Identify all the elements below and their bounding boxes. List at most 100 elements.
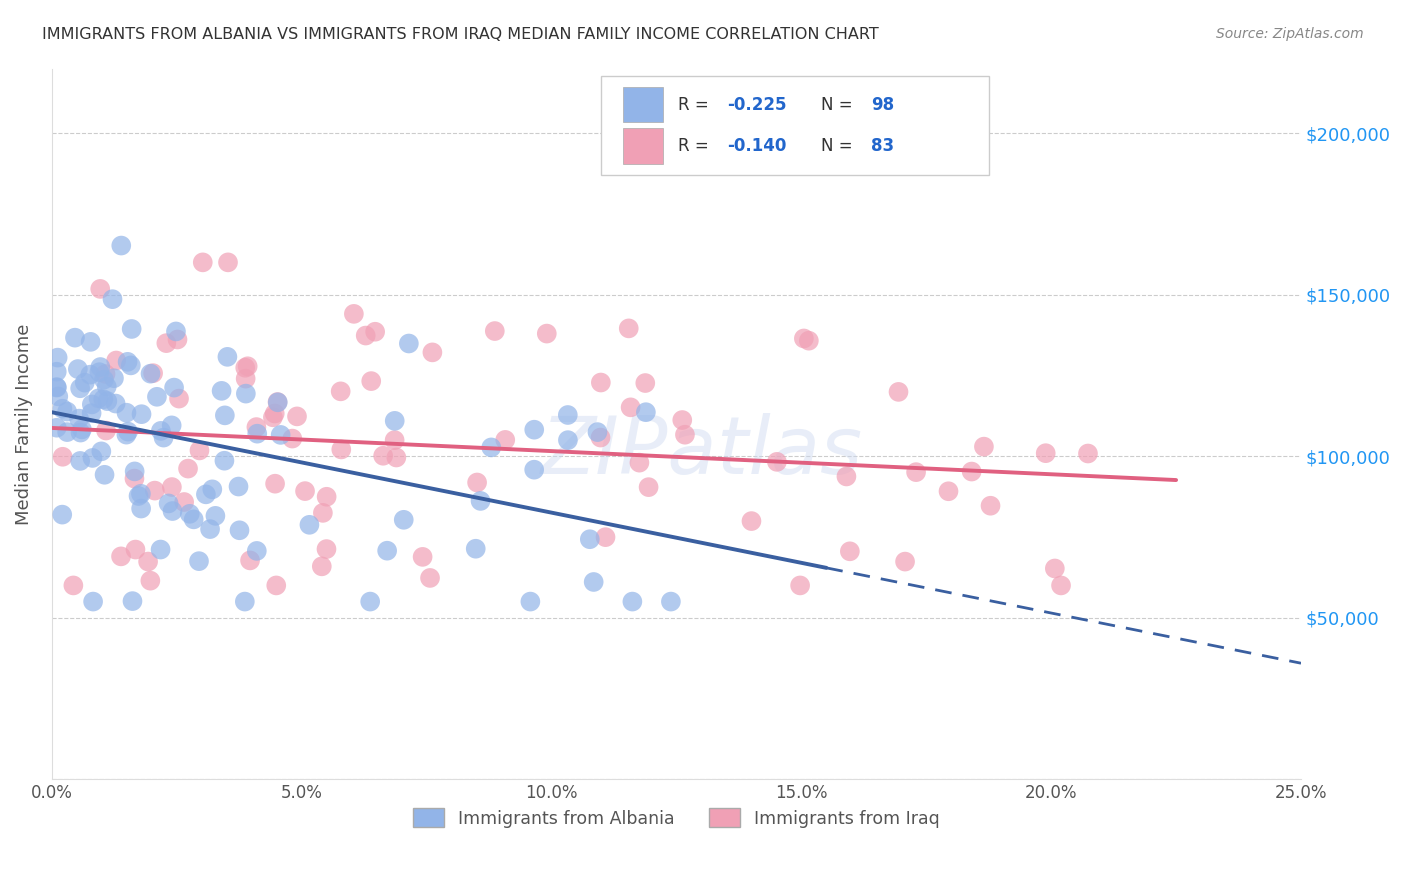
Point	[188, 554, 211, 568]
Point	[94, 424, 117, 438]
Text: R =: R =	[678, 95, 714, 113]
Text: -0.140: -0.140	[727, 137, 787, 155]
Text: N =: N =	[821, 137, 858, 155]
Point	[419, 571, 441, 585]
Point	[73, 376, 96, 390]
Point	[938, 484, 960, 499]
Point	[217, 255, 239, 269]
Point	[162, 504, 184, 518]
Text: ZIPatlas: ZIPatlas	[540, 413, 862, 491]
Point	[905, 465, 928, 479]
Point	[659, 594, 682, 608]
Point	[94, 367, 117, 381]
Point	[281, 432, 304, 446]
Point	[589, 431, 612, 445]
Text: Source: ZipAtlas.com: Source: ZipAtlas.com	[1216, 27, 1364, 41]
Point	[264, 578, 287, 592]
Point	[63, 331, 86, 345]
Point	[120, 359, 142, 373]
Point	[110, 238, 132, 252]
Point	[359, 594, 381, 608]
Point	[1050, 578, 1073, 592]
Point	[465, 475, 488, 490]
Point	[266, 395, 288, 409]
Point	[973, 440, 995, 454]
Point	[167, 392, 190, 406]
Point	[235, 386, 257, 401]
Point	[96, 394, 118, 409]
Point	[245, 420, 267, 434]
Point	[142, 366, 165, 380]
Point	[766, 455, 789, 469]
Point	[45, 380, 67, 394]
Point	[343, 307, 366, 321]
Point	[620, 401, 643, 415]
Point	[160, 418, 183, 433]
Point	[586, 425, 609, 439]
Bar	[623, 87, 662, 122]
Point	[80, 397, 103, 411]
Point	[1035, 446, 1057, 460]
Point	[793, 331, 815, 345]
Point	[45, 365, 67, 379]
Point	[131, 407, 153, 421]
Point	[589, 376, 612, 390]
Point	[360, 374, 382, 388]
Point	[392, 513, 415, 527]
Point	[139, 574, 162, 588]
Point	[117, 425, 139, 439]
Point	[797, 334, 820, 348]
Point	[235, 372, 257, 386]
Point	[470, 494, 492, 508]
Point	[152, 431, 174, 445]
Point	[557, 408, 579, 422]
Point	[124, 472, 146, 486]
Point	[163, 381, 186, 395]
Point	[285, 409, 308, 424]
Point	[115, 427, 138, 442]
Point	[157, 496, 180, 510]
Point	[364, 325, 387, 339]
Point	[536, 326, 558, 341]
Point	[179, 507, 201, 521]
FancyBboxPatch shape	[602, 76, 988, 175]
Point	[183, 512, 205, 526]
Point	[373, 449, 395, 463]
Point	[789, 578, 811, 592]
Point	[384, 414, 406, 428]
Point	[523, 423, 546, 437]
Point	[479, 441, 502, 455]
Point	[239, 553, 262, 567]
Point	[236, 359, 259, 374]
Point	[233, 360, 256, 375]
Point	[121, 322, 143, 336]
Point	[105, 353, 128, 368]
Point	[124, 542, 146, 557]
Point	[246, 426, 269, 441]
Point	[617, 321, 640, 335]
Point	[311, 559, 333, 574]
Point	[228, 523, 250, 537]
Point	[634, 376, 657, 390]
Point	[96, 379, 118, 393]
Point	[80, 406, 103, 420]
Point	[228, 479, 250, 493]
Point	[621, 594, 644, 608]
Point	[90, 444, 112, 458]
Point	[56, 404, 79, 418]
Point	[270, 428, 292, 442]
Point	[354, 328, 377, 343]
Point	[673, 427, 696, 442]
Point	[262, 410, 284, 425]
Point	[45, 380, 67, 394]
Point	[69, 381, 91, 395]
Point	[89, 359, 111, 374]
Point	[149, 542, 172, 557]
Point	[740, 514, 762, 528]
Text: -0.225: -0.225	[727, 95, 787, 113]
Point	[66, 362, 89, 376]
Point	[117, 355, 139, 369]
Point	[211, 384, 233, 398]
Text: 98: 98	[872, 95, 894, 113]
Point	[124, 464, 146, 478]
